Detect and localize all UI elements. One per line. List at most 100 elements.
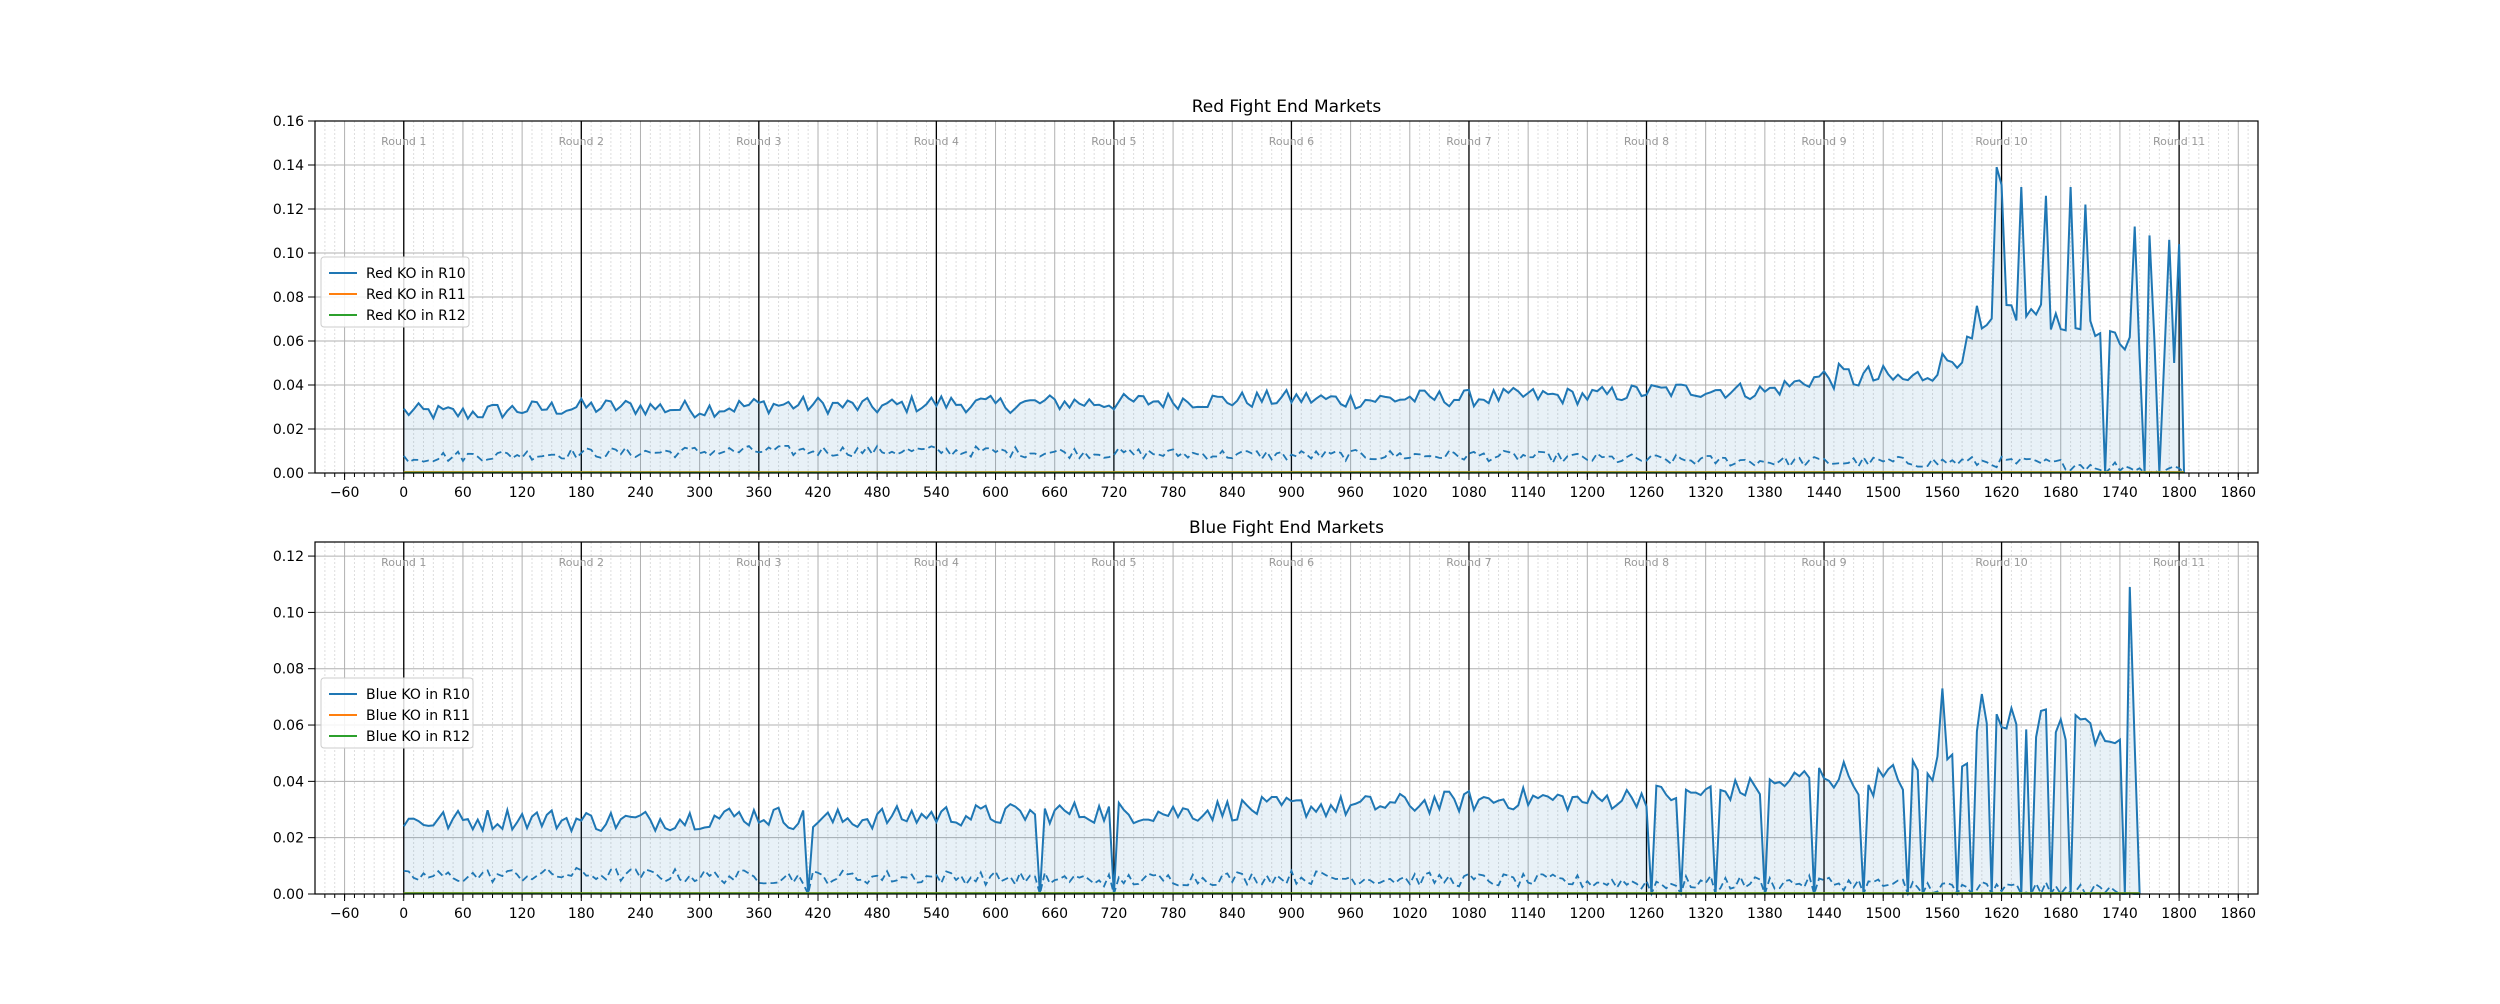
x-tick-label: 1380 — [1747, 485, 1783, 501]
x-tick-label: 120 — [509, 906, 536, 922]
x-tick-label: 1620 — [1984, 906, 2020, 922]
x-tick-label: 900 — [1278, 485, 1305, 501]
y-tick-label: 0.12 — [273, 202, 304, 218]
round-markers: Round 1 Round 2 Round 3 Round 4 Round 5 Round… — [381, 542, 2205, 894]
series-group — [402, 166, 2186, 475]
x-tick-label: 1380 — [1747, 906, 1783, 922]
y-tick-label: 0.12 — [273, 549, 304, 565]
y-axis: 0.00 0.02 0.04 0.06 0.08 0.10 0.12 — [273, 549, 315, 903]
y-tick-label: 0.16 — [273, 114, 304, 130]
chart-title: Red Fight End Markets — [1192, 97, 1382, 117]
x-tick-label: 840 — [1219, 906, 1246, 922]
round-label: Round 9 — [1801, 135, 1846, 148]
x-tick-label: 1560 — [1925, 906, 1961, 922]
x-tick-label: 1320 — [1688, 485, 1724, 501]
x-tick-label: 0 — [399, 906, 408, 922]
x-tick-label: 660 — [1041, 906, 1068, 922]
x-tick-label: 1320 — [1688, 906, 1724, 922]
x-tick-label: 1020 — [1392, 485, 1428, 501]
legend-label: Red KO in R10 — [366, 266, 466, 282]
legend-label: Blue KO in R12 — [366, 729, 470, 745]
y-tick-label: 0.14 — [273, 158, 304, 174]
x-tick-label: 960 — [1337, 906, 1364, 922]
series-line — [402, 587, 2141, 895]
x-axis: −60 0 60 120 180 240 300 360 420 480 540 600 660 720 7… — [324, 894, 2256, 922]
round-label: Round 2 — [559, 556, 604, 569]
x-tick-label: 780 — [1160, 485, 1187, 501]
legend: Blue KO in R10 Blue KO in R11 Blue KO in R… — [320, 677, 474, 749]
axes-frame — [314, 541, 2259, 895]
x-tick-label: 360 — [745, 485, 772, 501]
round-label: Round 3 — [736, 135, 781, 148]
x-tick-label: 1860 — [2220, 485, 2256, 501]
legend-box — [320, 677, 474, 749]
round-label: Round 10 — [1975, 135, 2027, 148]
y-tick-label: 0.10 — [273, 246, 304, 262]
series-line — [402, 166, 2186, 474]
chart-title: Blue Fight End Markets — [1189, 518, 1384, 538]
x-tick-label: 1800 — [2161, 906, 2197, 922]
x-tick-label: 780 — [1160, 906, 1187, 922]
x-tick-label: 1020 — [1392, 906, 1428, 922]
y-tick-label: 0.06 — [273, 718, 304, 734]
round-label: Round 3 — [736, 556, 781, 569]
round-label: Round 9 — [1801, 556, 1846, 569]
x-tick-label: 600 — [982, 906, 1009, 922]
round-markers: Round 1 Round 2 Round 3 Round 4 Round 5 Round… — [381, 121, 2205, 473]
x-tick-label: 1860 — [2220, 906, 2256, 922]
round-label: Round 8 — [1624, 135, 1669, 148]
x-tick-label: 0 — [399, 485, 408, 501]
x-tick-label: 480 — [864, 906, 891, 922]
round-label: Round 7 — [1446, 556, 1491, 569]
legend: Red KO in R10 Red KO in R11 Red KO in R12 — [320, 256, 470, 328]
legend-label: Blue KO in R11 — [366, 708, 470, 724]
x-tick-label: 1200 — [1569, 485, 1605, 501]
x-tick-label: 1500 — [1865, 485, 1901, 501]
y-tick-label: 0.08 — [273, 662, 304, 678]
x-tick-label: 660 — [1041, 485, 1068, 501]
series-band — [403, 587, 2140, 894]
round-label: Round 4 — [914, 135, 959, 148]
x-tick-label: 720 — [1101, 485, 1128, 501]
x-tick-label: 60 — [454, 485, 472, 501]
y-tick-label: 0.02 — [273, 831, 304, 847]
x-tick-label: 360 — [745, 906, 772, 922]
chart-panel-1: Round 1 Round 2 Round 3 Round 4 Round 5 Round… — [273, 97, 2259, 501]
y-tick-label: 0.04 — [273, 378, 304, 394]
round-label: Round 6 — [1269, 556, 1314, 569]
x-tick-label: 1260 — [1629, 906, 1665, 922]
x-tick-label: 1260 — [1629, 485, 1665, 501]
x-tick-label: −60 — [330, 485, 360, 501]
y-tick-label: 0.00 — [273, 887, 304, 903]
x-tick-label: 180 — [568, 906, 595, 922]
series-band — [403, 167, 2185, 473]
x-tick-label: 1680 — [2043, 485, 2079, 501]
x-tick-label: 1140 — [1510, 906, 1546, 922]
y-axis: 0.00 0.02 0.04 0.06 0.08 0.10 0.12 0.14 0.16 — [273, 114, 315, 482]
series-dashed-line — [403, 866, 2140, 898]
x-tick-label: 300 — [686, 906, 713, 922]
legend-label: Red KO in R11 — [366, 287, 466, 303]
y-tick-label: 0.04 — [273, 774, 304, 790]
x-tick-label: 960 — [1337, 485, 1364, 501]
x-tick-label: 540 — [923, 485, 950, 501]
x-tick-label: 1080 — [1451, 485, 1487, 501]
x-tick-label: 540 — [923, 906, 950, 922]
x-tick-label: 1440 — [1806, 485, 1842, 501]
y-tick-label: 0.08 — [273, 290, 304, 306]
x-tick-label: −60 — [330, 906, 360, 922]
round-label: Round 4 — [914, 556, 959, 569]
round-label: Round 7 — [1446, 135, 1491, 148]
legend-label: Blue KO in R10 — [366, 687, 470, 703]
series-dashed-line — [403, 444, 2185, 475]
x-tick-label: 1440 — [1806, 906, 1842, 922]
x-tick-label: 300 — [686, 485, 713, 501]
x-tick-label: 180 — [568, 485, 595, 501]
legend-box — [320, 256, 470, 328]
round-label: Round 11 — [2153, 556, 2205, 569]
x-tick-label: 1560 — [1925, 485, 1961, 501]
x-tick-label: 900 — [1278, 906, 1305, 922]
x-axis: −60 0 60 120 180 240 300 360 420 480 540 600 660 720 7… — [324, 473, 2256, 501]
